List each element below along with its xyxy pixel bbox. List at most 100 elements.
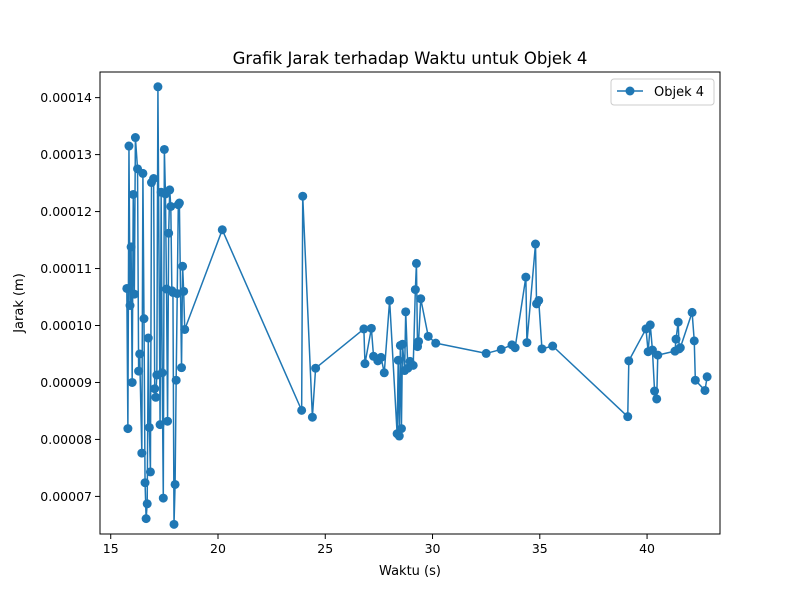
data-point	[217, 225, 227, 235]
data-point	[130, 133, 140, 143]
data-point	[145, 467, 155, 477]
data-point	[163, 416, 173, 426]
data-point	[623, 412, 633, 422]
legend: Objek 4	[610, 78, 715, 106]
data-point	[645, 320, 655, 330]
data-point	[140, 478, 150, 488]
y-axis-label: Jarak (m)	[12, 273, 27, 334]
y-tick-label: 0.00012	[40, 204, 92, 219]
data-point	[416, 294, 426, 304]
data-point	[702, 372, 712, 382]
data-point	[496, 344, 506, 354]
data-point	[166, 201, 176, 211]
data-point	[624, 356, 634, 366]
y-tick-label: 0.00014	[40, 90, 92, 105]
data-point	[397, 339, 407, 349]
y-axis: 0.00007 0.00008 0.00009 0.00010 0.00011 0.000…	[40, 90, 100, 504]
data-point	[673, 317, 683, 327]
data-point	[297, 405, 307, 415]
data-point	[127, 377, 137, 387]
plot-layer	[122, 82, 712, 529]
data-point	[700, 385, 710, 395]
x-axis-label: Waktu (s)	[379, 564, 441, 579]
data-point	[139, 314, 149, 324]
data-point	[393, 355, 403, 365]
data-point	[125, 301, 135, 311]
data-point	[171, 375, 181, 385]
data-point	[123, 424, 133, 434]
data-point	[359, 324, 369, 334]
data-point	[414, 336, 424, 346]
data-point	[534, 295, 544, 305]
x-tick-label: 30	[425, 541, 441, 556]
data-point	[298, 191, 308, 201]
data-point	[307, 412, 317, 422]
data-point	[164, 228, 174, 238]
data-point	[548, 341, 558, 351]
data-point	[179, 286, 189, 296]
data-point	[141, 514, 151, 524]
data-point	[423, 331, 433, 341]
data-point	[689, 336, 699, 346]
data-point	[153, 82, 163, 92]
data-point	[177, 363, 187, 373]
data-point	[150, 384, 160, 394]
data-point	[431, 338, 441, 348]
data-point	[366, 323, 376, 333]
x-tick-label: 20	[210, 541, 226, 556]
data-point	[149, 174, 159, 184]
data-point	[151, 392, 161, 402]
data-point	[135, 349, 145, 359]
data-point	[360, 359, 370, 369]
data-point	[396, 424, 406, 434]
y-tick-label: 0.00011	[40, 261, 92, 276]
data-point	[157, 368, 167, 378]
data-point	[410, 285, 420, 295]
data-point	[394, 431, 404, 441]
data-point	[158, 493, 168, 503]
data-point	[169, 519, 179, 529]
legend-label: Objek 4	[654, 85, 704, 100]
x-tick-label: 15	[103, 541, 119, 556]
y-tick-label: 0.00009	[40, 375, 92, 390]
data-point	[687, 307, 697, 317]
data-point	[137, 448, 147, 458]
data-point	[653, 350, 663, 360]
data-point	[174, 198, 184, 208]
data-point	[138, 168, 148, 178]
data-point	[379, 368, 389, 378]
data-point	[178, 261, 188, 271]
x-tick-label: 35	[532, 541, 548, 556]
data-point	[510, 343, 520, 353]
data-point	[128, 189, 138, 199]
data-point	[401, 307, 411, 317]
data-point	[142, 499, 152, 509]
data-point	[134, 366, 144, 376]
y-tick-label: 0.00007	[40, 489, 92, 504]
x-axis: 15 20 25 30 35 40	[103, 534, 655, 556]
data-point	[376, 352, 386, 362]
data-point	[537, 344, 547, 354]
data-point	[652, 394, 662, 404]
data-point	[411, 258, 421, 268]
data-point	[521, 272, 531, 282]
data-point	[385, 295, 395, 305]
y-tick-label: 0.00008	[40, 432, 92, 447]
axes-frame	[99, 71, 721, 535]
data-point	[170, 479, 180, 489]
data-point	[143, 333, 153, 343]
data-point	[650, 386, 660, 396]
data-point	[159, 144, 169, 154]
data-point	[671, 334, 681, 344]
y-tick-label: 0.00010	[40, 318, 92, 333]
x-tick-label: 40	[639, 541, 655, 556]
legend-marker-swatch	[625, 86, 635, 96]
legend-box	[610, 78, 715, 106]
data-point	[481, 348, 491, 358]
data-point	[155, 420, 165, 430]
data-point	[675, 343, 685, 353]
data-point	[124, 141, 134, 151]
data-point	[129, 289, 139, 299]
